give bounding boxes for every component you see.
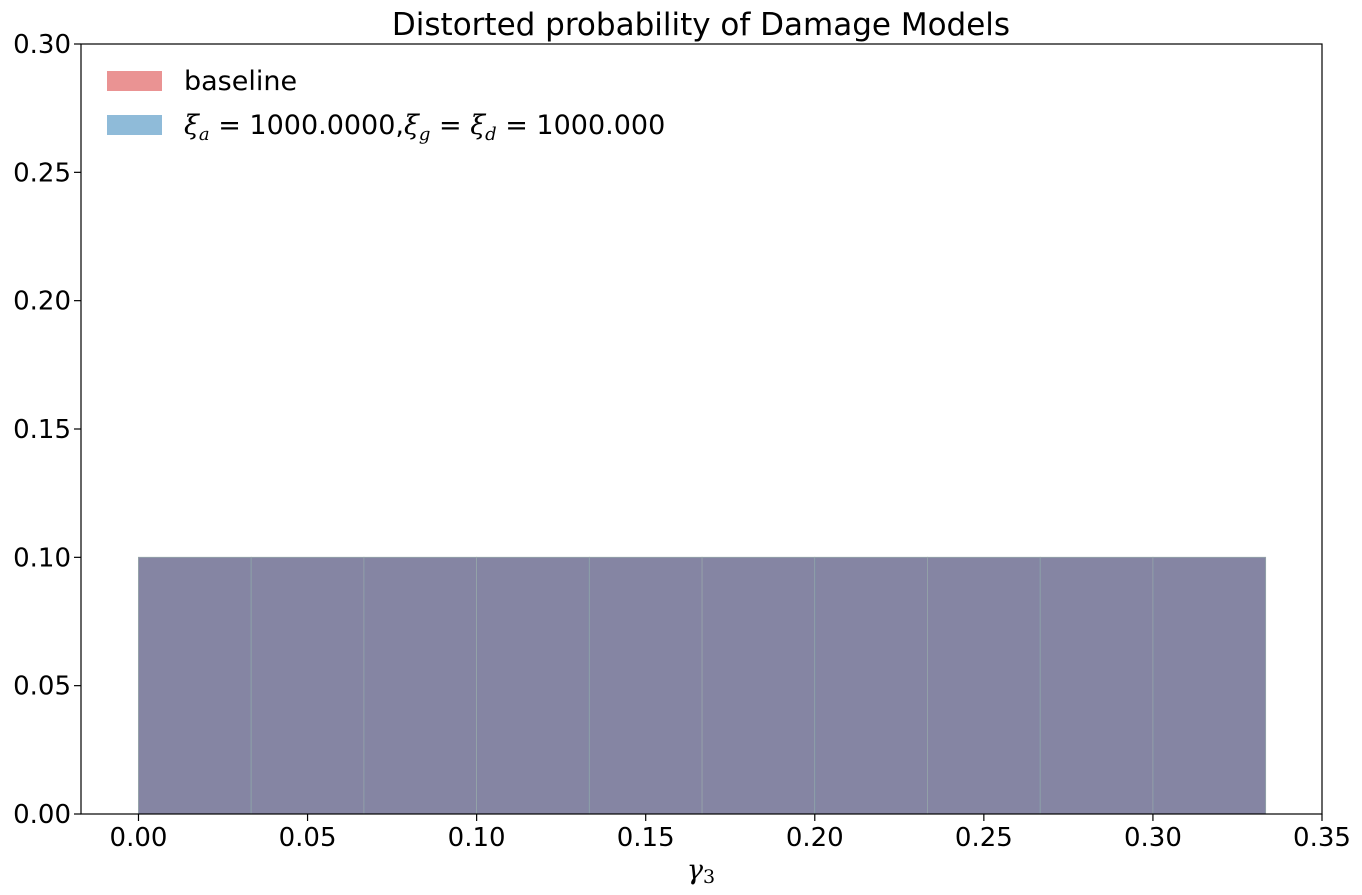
bar-series1-bin7 (927, 556, 1041, 815)
bars-group (138, 556, 1267, 815)
x-axis-label: γ3 (687, 855, 715, 888)
x-axis: 0.00 0.05 0.10 0.15 0.20 0.25 0.30 0.35 (110, 814, 1351, 853)
x-tick-label: 0.20 (786, 823, 844, 853)
y-tick-label: 0.15 (13, 415, 71, 445)
y-tick-label: 0.10 (13, 543, 71, 573)
chart-title: Distorted probability of Damage Models (392, 7, 1010, 43)
y-tick-label: 0.00 (13, 800, 71, 830)
bar-series1-bin3 (476, 556, 590, 815)
x-tick-label: 0.35 (1293, 823, 1351, 853)
x-tick-label: 0.25 (955, 823, 1013, 853)
bar-series1-bin2 (363, 556, 478, 815)
legend-label-xi: ξa = 1000.0000,ξg = ξd = 1000.000 (184, 110, 665, 145)
bar-series1-bin1 (250, 556, 365, 815)
bar-series1-bin6 (814, 556, 928, 815)
legend-swatch-baseline (107, 71, 162, 91)
legend-label-baseline: baseline (184, 66, 297, 97)
y-tick-label: 0.30 (13, 30, 71, 60)
y-tick-label: 0.20 (13, 287, 71, 317)
x-tick-label: 0.10 (448, 823, 506, 853)
legend-swatch-xi (107, 115, 162, 135)
x-tick-label: 0.30 (1124, 823, 1182, 853)
bar-series1-bin4 (588, 556, 703, 815)
bar-series1-bin5 (701, 556, 816, 815)
x-tick-label: 0.15 (617, 823, 675, 853)
bar-series1-bin0 (138, 556, 252, 815)
bar-series1-bin9 (1152, 556, 1267, 815)
y-tick-label: 0.05 (13, 672, 71, 702)
y-axis: 0.00 0.05 0.10 0.15 0.20 0.25 0.30 (13, 30, 81, 830)
legend: baseline ξa = 1000.0000,ξg = ξd = 1000.0… (107, 66, 665, 145)
x-tick-label: 0.05 (279, 823, 337, 853)
x-tick-label: 0.00 (110, 823, 168, 853)
bar-series1-bin8 (1039, 556, 1154, 815)
y-tick-label: 0.25 (13, 158, 71, 188)
